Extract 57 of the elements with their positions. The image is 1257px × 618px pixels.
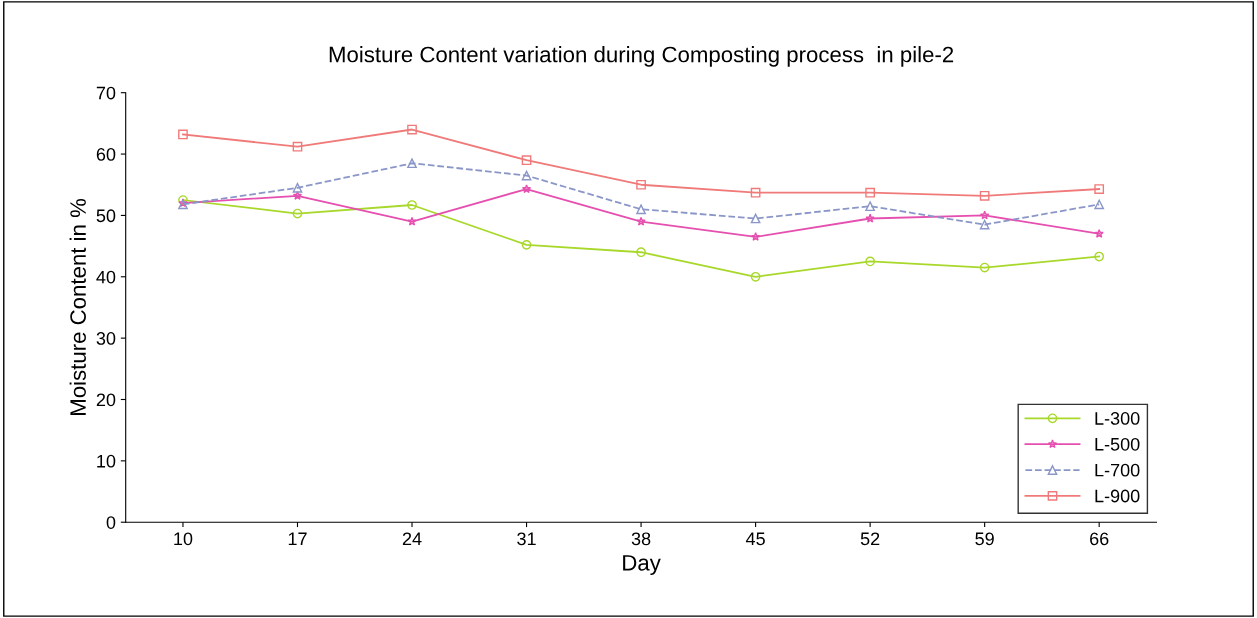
point [521, 184, 532, 194]
legend-label: L-900 [1095, 489, 1140, 503]
point [1094, 199, 1105, 210]
point [521, 240, 532, 250]
point [750, 271, 761, 282]
point [521, 155, 532, 166]
y-tick-label: 30 [96, 332, 116, 345]
y-tick-label: 20 [96, 393, 116, 407]
legend-label: L-700 [1095, 463, 1140, 477]
x-tick-label: 59 [975, 532, 994, 546]
x-tick-label: 66 [1090, 532, 1109, 546]
y-tick-label: 10 [97, 454, 116, 468]
point [865, 201, 875, 212]
point [750, 213, 761, 224]
y-tick-label: 60 [96, 147, 116, 161]
x-tick-label: 45 [745, 532, 765, 546]
point [979, 219, 990, 230]
legend-label: L-300 [1095, 412, 1140, 425]
point [178, 129, 188, 140]
point [865, 213, 875, 223]
point [407, 200, 417, 210]
y-tick-label: 0 [106, 516, 116, 529]
point [636, 247, 646, 258]
point [636, 204, 646, 215]
chart-title: Moisture Content variation during Composting process in pile-2 [329, 46, 954, 67]
point [750, 187, 761, 198]
point [292, 190, 303, 200]
point [1094, 228, 1104, 238]
point [865, 187, 875, 198]
point [407, 158, 417, 169]
point [636, 179, 646, 190]
point [750, 232, 761, 241]
point [1094, 184, 1105, 194]
y-tick-label: 70 [96, 86, 116, 100]
point [521, 170, 532, 181]
y-tick-label: 50 [96, 209, 116, 223]
point [1094, 251, 1105, 262]
y-axis-title: Moisture Content in % [69, 198, 86, 415]
point [292, 208, 303, 219]
point [407, 124, 417, 135]
point [865, 256, 875, 267]
x-tick-label: 52 [860, 532, 880, 546]
x-tick-label: 38 [631, 532, 651, 546]
y-tick-label: 40 [96, 270, 116, 284]
x-tick-label: 17 [288, 532, 307, 546]
x-tick-label: 24 [402, 532, 422, 546]
legend-label: L-500 [1095, 437, 1140, 451]
point [979, 190, 990, 201]
x-axis-title: Day [623, 555, 661, 576]
point [979, 210, 990, 220]
point [636, 216, 646, 226]
point [979, 262, 990, 273]
point [407, 216, 417, 226]
point [292, 141, 303, 152]
x-tick-label: 31 [517, 532, 536, 546]
x-tick-label: 10 [174, 532, 193, 546]
point [292, 182, 303, 193]
